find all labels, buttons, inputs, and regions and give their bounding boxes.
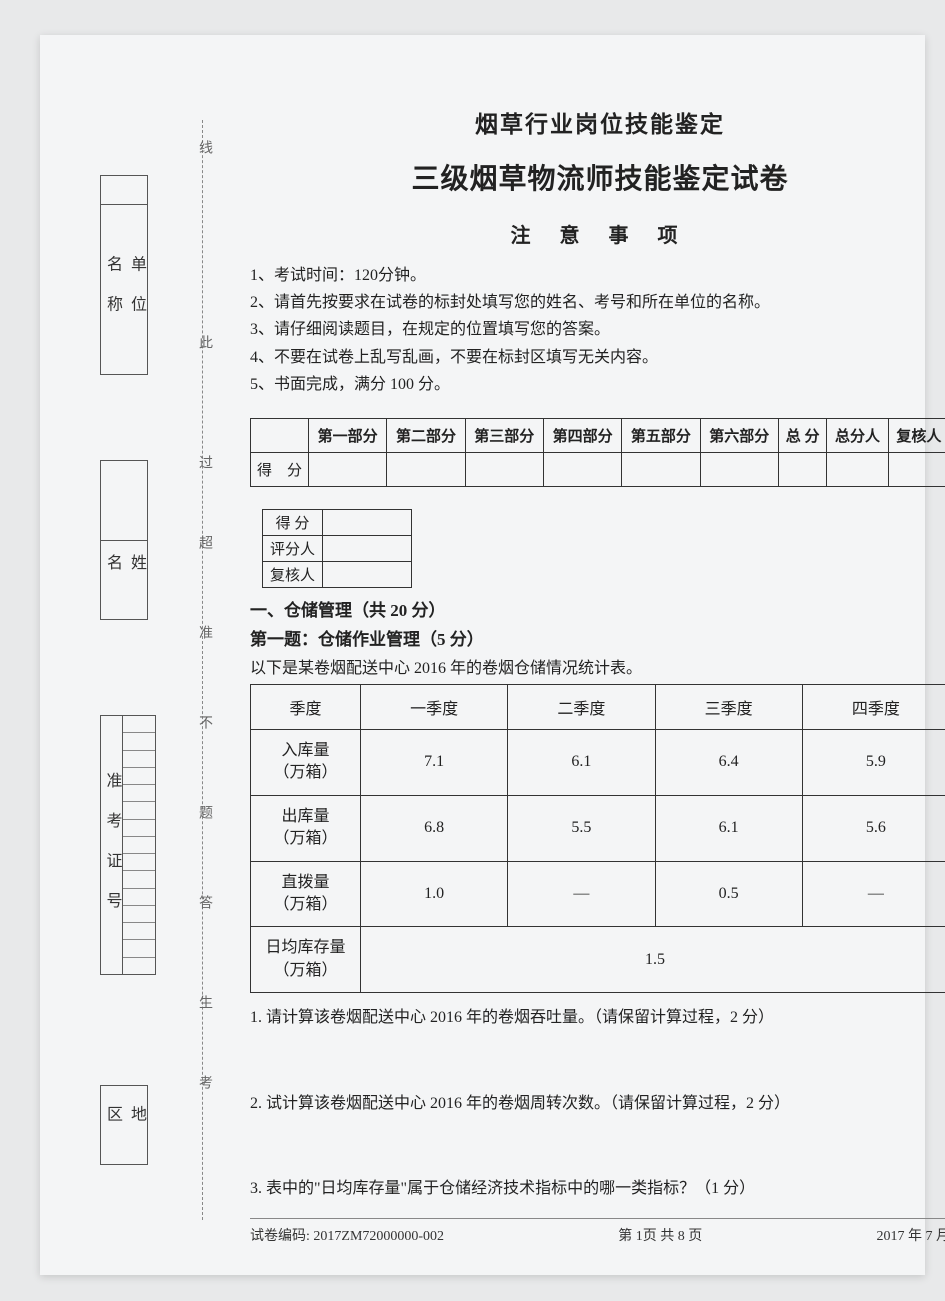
col-header: 四季度 [802, 684, 945, 729]
cell: 5.9 [802, 729, 945, 795]
row-header: 出库量（万箱） [251, 795, 361, 861]
binding-seg: 题 [194, 805, 214, 827]
question-text: 2. 试计算该卷烟配送中心 2016 年的卷烟周转次数。（请保留计算过程，2 分… [250, 1091, 945, 1117]
table-row: 得 分 [251, 452, 945, 486]
col-header: 三季度 [655, 684, 802, 729]
page-title-2: 三级烟草物流师技能鉴定试卷 [250, 157, 945, 197]
row-label: 得 分 [251, 452, 309, 486]
binding-seg: 生 [194, 995, 214, 1017]
content-area: 烟草行业岗位技能鉴定 三级烟草物流师技能鉴定试卷 注 意 事 项 1、考试时间：… [250, 105, 945, 1212]
section-heading: 一、仓储管理（共 20 分） [250, 596, 945, 621]
cell: 6.8 [361, 795, 508, 861]
question-text: 3. 表中的"日均库存量"属于仓储经济技术指标中的哪一类指标？（1 分） [250, 1176, 945, 1202]
row-header: 直拨量（万箱） [251, 861, 361, 927]
col-header: 第四部分 [543, 418, 621, 452]
col-header: 第六部分 [700, 418, 778, 452]
table-row: 直拨量（万箱） 1.0 — 0.5 — [251, 861, 945, 927]
col-header [251, 418, 309, 452]
col-header: 第五部分 [622, 418, 700, 452]
instruction-line: 3、请仔细阅读题目，在规定的位置填写您的答案。 [250, 316, 945, 343]
side-label-name: 姓 名 [100, 554, 148, 606]
table-row: 日均库存量（万箱） 1.5 [251, 927, 945, 993]
page-footer: 试卷编码: 2017ZM72000000-002 第 1页 共 8 页 2017… [250, 1218, 945, 1245]
warehouse-data-table: 季度 一季度 二季度 三季度 四季度 入库量（万箱） 7.1 6.1 6.4 5… [250, 684, 945, 993]
footer-page: 第 1页 共 8 页 [618, 1225, 702, 1245]
question-heading: 第一题：仓储作业管理（5 分） [250, 625, 945, 650]
col-header: 季度 [251, 684, 361, 729]
table-row: 出库量（万箱） 6.8 5.5 6.1 5.6 [251, 795, 945, 861]
side-box-region: 地 区 [100, 1085, 148, 1165]
binding-seg: 线 [194, 140, 214, 162]
cell: — [802, 861, 945, 927]
cell: — [508, 861, 655, 927]
questions-block: 1. 请计算该卷烟配送中心 2016 年的卷烟吞吐量。（请保留计算过程，2 分）… [250, 1005, 945, 1202]
cell: 6.1 [508, 729, 655, 795]
side-label-unit: 单 位 名 称 [100, 255, 148, 334]
cell: 6.1 [655, 795, 802, 861]
row-header: 日均库存量（万箱） [251, 927, 361, 993]
cell: 5.5 [508, 795, 655, 861]
mini-row-label: 评分人 [263, 535, 323, 561]
question-text: 1. 请计算该卷烟配送中心 2016 年的卷烟吞吐量。（请保留计算过程，2 分） [250, 1005, 945, 1031]
cell: 6.4 [655, 729, 802, 795]
col-header: 复核人 [888, 418, 945, 452]
cell: 1.0 [361, 861, 508, 927]
instruction-line: 2、请首先按要求在试卷的标封处填写您的姓名、考号和所在单位的名称。 [250, 289, 945, 316]
binding-seg: 不 [194, 715, 214, 737]
instruction-line: 5、书面完成，满分 100 分。 [250, 371, 945, 398]
mini-row-label: 得 分 [263, 509, 323, 535]
table-row: 季度 一季度 二季度 三季度 四季度 [251, 684, 945, 729]
question-intro: 以下是某卷烟配送中心 2016 年的卷烟仓储情况统计表。 [250, 654, 945, 678]
exam-id-cells [123, 716, 155, 974]
exam-page: 线 此 过 超 准 不 题 答 生 考 单 位 名 称 姓 名 准 考 证 号 … [40, 35, 925, 1275]
binding-seg: 答 [194, 895, 214, 917]
side-box-name: 姓 名 [100, 460, 148, 620]
side-box-exam: 准 考 证 号 [100, 715, 156, 975]
row-header: 入库量（万箱） [251, 729, 361, 795]
notice-heading: 注 意 事 项 [250, 219, 945, 248]
col-header: 总分人 [827, 418, 888, 452]
binding-seg: 准 [194, 625, 214, 647]
side-label-exam: 准 考 证 号 [100, 772, 124, 918]
binding-line [202, 120, 203, 1220]
cell: 0.5 [655, 861, 802, 927]
side-label-region: 地 区 [100, 1106, 148, 1145]
mini-row-label: 复核人 [263, 561, 323, 587]
page-title-1: 烟草行业岗位技能鉴定 [250, 105, 945, 139]
binding-seg: 超 [194, 535, 214, 557]
side-box-unit: 单 位 名 称 [100, 175, 148, 375]
footer-code: 试卷编码: 2017ZM72000000-002 [250, 1225, 444, 1245]
footer-date: 2017 年 7 月 [877, 1225, 945, 1245]
cell-merged: 1.5 [361, 927, 945, 993]
table-row: 第一部分 第二部分 第三部分 第四部分 第五部分 第六部分 总 分 总分人 复核… [251, 418, 945, 452]
col-header: 第二部分 [387, 418, 465, 452]
binding-seg: 此 [194, 335, 214, 357]
col-header: 第一部分 [309, 418, 387, 452]
cell: 7.1 [361, 729, 508, 795]
table-row: 入库量（万箱） 7.1 6.1 6.4 5.9 [251, 729, 945, 795]
col-header: 二季度 [508, 684, 655, 729]
binding-seg: 考 [194, 1075, 214, 1097]
cell: 5.6 [802, 795, 945, 861]
binding-seg: 过 [194, 455, 214, 477]
instruction-line: 1、考试时间：120分钟。 [250, 262, 945, 289]
mini-score-table: 得 分 评分人 复核人 [262, 509, 412, 588]
instructions-block: 1、考试时间：120分钟。 2、请首先按要求在试卷的标封处填写您的姓名、考号和所… [250, 262, 945, 398]
instruction-line: 4、不要在试卷上乱写乱画，不要在标封区填写无关内容。 [250, 344, 945, 371]
col-header: 第三部分 [465, 418, 543, 452]
col-header: 总 分 [778, 418, 827, 452]
score-summary-table: 第一部分 第二部分 第三部分 第四部分 第五部分 第六部分 总 分 总分人 复核… [250, 418, 945, 487]
col-header: 一季度 [361, 684, 508, 729]
